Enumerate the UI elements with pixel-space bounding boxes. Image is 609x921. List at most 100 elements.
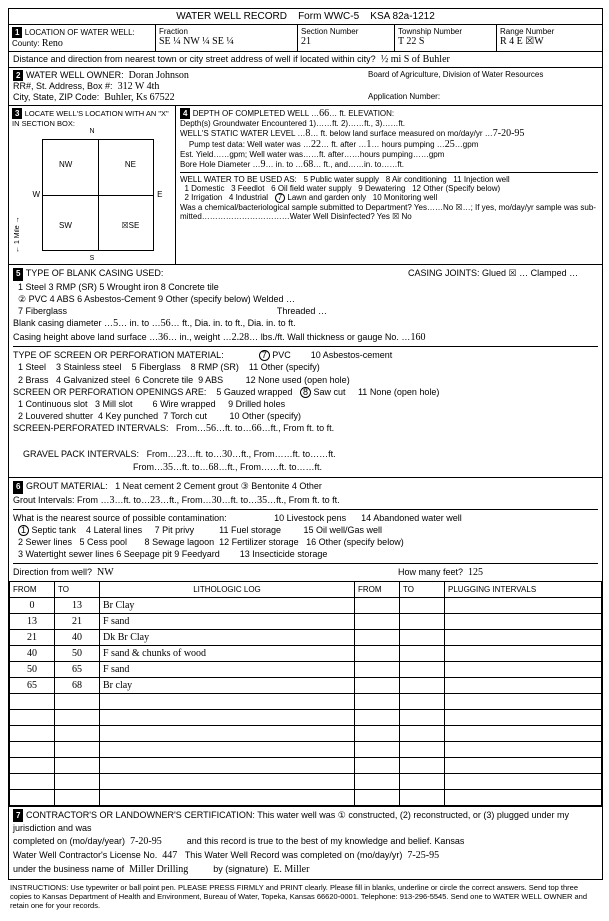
table-row <box>10 710 602 726</box>
joints: CASING JOINTS: Glued ☒ … Clamped … <box>408 268 578 278</box>
gi-label: Grout Intervals: From <box>13 495 98 505</box>
table-cell <box>55 790 100 806</box>
table-cell <box>55 758 100 774</box>
table-cell <box>10 710 55 726</box>
table-cell <box>400 630 445 646</box>
section-label: Section Number <box>301 27 358 36</box>
sec7-num: 7 <box>13 809 23 822</box>
table-row: 4050F sand & chunks of wood <box>10 646 602 662</box>
table-cell <box>355 694 400 710</box>
fraction-label: Fraction <box>159 27 188 36</box>
section-no: 21 <box>301 36 311 47</box>
sig-label: by (signature) <box>213 864 268 874</box>
table-cell <box>400 662 445 678</box>
col-plug: PLUGGING INTERVALS <box>445 582 602 598</box>
sp-label: SCREEN-PERFORATED INTERVALS: <box>13 423 169 433</box>
log-header-row: FROM TO LITHOLOGIC LOG FROM TO PLUGGING … <box>10 582 602 598</box>
pump-label: Pump test data: Well water was <box>189 140 301 149</box>
sec6-label: GROUT MATERIAL: <box>26 481 108 491</box>
table-cell <box>10 694 55 710</box>
sec1-num: 1 <box>12 27 22 38</box>
well-record-form: WATER WELL RECORD Form WWC-5 KSA 82a-121… <box>8 8 603 880</box>
table-cell <box>400 726 445 742</box>
township-label: Township Number <box>398 27 462 36</box>
comp-label: completed on (mo/day/year) <box>13 836 125 846</box>
bus: Miller Drilling <box>129 864 188 875</box>
sec4-num: 4 <box>180 108 190 119</box>
sec1-dist: Distance and direction from nearest town… <box>9 51 602 67</box>
ch-label: Casing height above land surface <box>13 332 147 342</box>
table-cell: 50 <box>55 646 100 662</box>
sig: E. Miller <box>273 864 309 875</box>
comp-date: 7-20-95 <box>130 836 162 847</box>
footer-instructions: INSTRUCTIONS: Use typewriter or ball poi… <box>8 880 601 913</box>
township: T 22 S <box>398 36 425 47</box>
table-cell: 40 <box>55 630 100 646</box>
bore-label: Bore Hole Diameter <box>180 160 250 169</box>
addr-label: RR#, St. Address, Box # <box>13 81 110 91</box>
lic-label: Water Well Contractor's License No. <box>13 850 157 860</box>
sec3-num: 3 <box>12 108 22 119</box>
table-cell <box>445 614 602 630</box>
table-cell: 65 <box>55 662 100 678</box>
bc-label: Blank casing diameter <box>13 318 102 328</box>
table-cell: F sand <box>100 614 355 630</box>
addr: 312 W 4th <box>118 81 160 92</box>
table-cell <box>100 710 355 726</box>
table-row <box>10 726 602 742</box>
table-cell <box>100 742 355 758</box>
swl: 8 <box>305 128 310 139</box>
fraction: SE ¼ NW ¼ SE ¼ <box>159 36 234 47</box>
range: R 4 E ☒W <box>500 36 544 47</box>
table-cell <box>400 646 445 662</box>
table-cell <box>55 742 100 758</box>
col-from: FROM <box>10 582 55 598</box>
table-cell <box>445 662 602 678</box>
use-7-circle: 7 <box>275 193 285 203</box>
sec6-num: 6 <box>13 481 23 494</box>
table-cell <box>10 742 55 758</box>
gp-label: GRAVEL PACK INTERVALS: <box>23 449 139 459</box>
table-cell <box>355 774 400 790</box>
table-cell <box>100 758 355 774</box>
table-cell <box>10 774 55 790</box>
table-cell <box>10 758 55 774</box>
section-6: 6 GROUT MATERIAL: 1 Neat cement 2 Cement… <box>9 477 602 581</box>
table-cell: 50 <box>10 662 55 678</box>
table-cell <box>100 790 355 806</box>
screen-label: TYPE OF SCREEN OR PERFORATION MATERIAL: <box>13 350 224 360</box>
app-label: Application Number: <box>368 92 440 101</box>
table-cell: Br clay <box>100 678 355 694</box>
table-cell <box>355 678 400 694</box>
table-cell: 68 <box>55 678 100 694</box>
sec5-label: TYPE OF BLANK CASING USED: <box>26 268 164 278</box>
depth: 66 <box>319 108 329 119</box>
col-to2: TO <box>400 582 445 598</box>
form-no: Form WWC-5 <box>298 11 359 22</box>
sec3-label: LOCATE WELL'S LOCATION WITH AN "X" IN SE… <box>12 109 169 128</box>
section-1: 1 LOCATION OF WATER WELL: County: Reno F… <box>9 24 602 51</box>
table-cell <box>445 694 602 710</box>
table-cell: 40 <box>10 646 55 662</box>
table-cell <box>400 598 445 614</box>
table-row: 013Br Clay <box>10 598 602 614</box>
table-cell <box>400 742 445 758</box>
table-cell <box>355 662 400 678</box>
table-cell: 0 <box>10 598 55 614</box>
sec5-num: 5 <box>13 268 23 281</box>
form-title: WATER WELL RECORD Form WWC-5 KSA 82a-121… <box>9 9 602 24</box>
sec7-label: CONTRACTOR'S OR LANDOWNER'S CERTIFICATIO… <box>26 810 255 820</box>
gw-label: Depth(s) Groundwater Encountered <box>180 119 307 128</box>
table-cell <box>400 774 445 790</box>
table-cell <box>355 790 400 806</box>
table-cell <box>100 774 355 790</box>
table-row: 6568Br clay <box>10 678 602 694</box>
table-cell <box>445 710 602 726</box>
table-cell: 21 <box>55 614 100 630</box>
elev: ft. ELEVATION: <box>339 109 394 118</box>
table-cell <box>355 598 400 614</box>
lithologic-log-table: FROM TO LITHOLOGIC LOG FROM TO PLUGGING … <box>9 581 602 806</box>
table-cell <box>445 598 602 614</box>
owner: Doran Johnson <box>129 70 189 81</box>
section-2: 2 WATER WELL OWNER: Doran Johnson RR#, S… <box>9 67 602 105</box>
